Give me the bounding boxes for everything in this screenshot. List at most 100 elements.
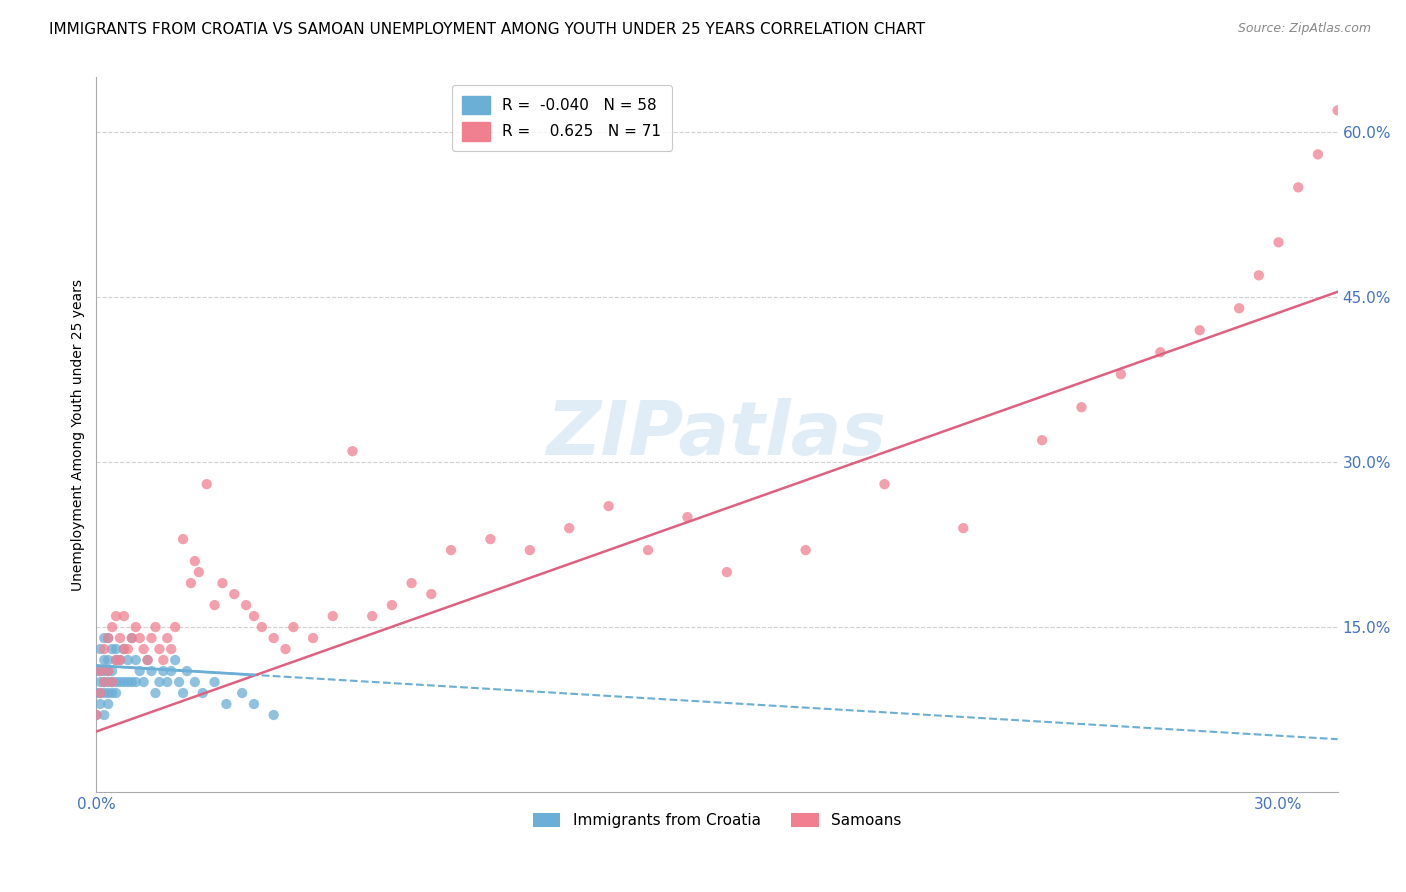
Point	[519, 543, 541, 558]
Point	[224, 587, 246, 601]
Point	[243, 697, 266, 711]
Point	[101, 675, 124, 690]
Point	[1031, 433, 1053, 447]
Point	[172, 686, 194, 700]
Point	[1070, 401, 1092, 415]
Point	[302, 631, 325, 645]
Point	[263, 631, 285, 645]
Point	[86, 664, 108, 678]
Point	[637, 543, 659, 558]
Point	[89, 664, 111, 678]
Point	[97, 653, 120, 667]
Point	[283, 620, 305, 634]
Point	[440, 543, 463, 558]
Point	[361, 609, 384, 624]
Point	[250, 620, 273, 634]
Point	[97, 631, 120, 645]
Point	[89, 664, 111, 678]
Point	[105, 675, 128, 690]
Point	[1286, 180, 1309, 194]
Point	[1109, 368, 1132, 382]
Point	[101, 620, 124, 634]
Point	[145, 620, 167, 634]
Point	[125, 653, 148, 667]
Point	[105, 653, 128, 667]
Point	[156, 631, 179, 645]
Point	[121, 631, 143, 645]
Point	[97, 631, 120, 645]
Point	[93, 675, 115, 690]
Point	[112, 609, 135, 624]
Point	[160, 664, 183, 678]
Point	[231, 686, 253, 700]
Point	[89, 686, 111, 700]
Point	[1188, 323, 1211, 337]
Point	[108, 631, 131, 645]
Point	[97, 697, 120, 711]
Point	[112, 642, 135, 657]
Point	[479, 532, 502, 546]
Point	[108, 675, 131, 690]
Point	[121, 675, 143, 690]
Point	[215, 697, 238, 711]
Point	[1306, 147, 1329, 161]
Point	[191, 686, 214, 700]
Point	[89, 697, 111, 711]
Point	[184, 554, 207, 568]
Point	[235, 598, 257, 612]
Point	[160, 642, 183, 657]
Point	[121, 631, 143, 645]
Point	[136, 653, 159, 667]
Point	[165, 653, 187, 667]
Point	[176, 664, 198, 678]
Point	[243, 609, 266, 624]
Point	[794, 543, 817, 558]
Point	[112, 642, 135, 657]
Point	[97, 664, 120, 678]
Point	[145, 686, 167, 700]
Point	[322, 609, 344, 624]
Point	[93, 653, 115, 667]
Point	[342, 444, 364, 458]
Point	[93, 708, 115, 723]
Point	[148, 642, 170, 657]
Point	[274, 642, 297, 657]
Point	[676, 510, 699, 524]
Point	[86, 708, 108, 723]
Text: Source: ZipAtlas.com: Source: ZipAtlas.com	[1237, 22, 1371, 36]
Point	[148, 675, 170, 690]
Point	[263, 708, 285, 723]
Point	[86, 686, 108, 700]
Point	[152, 653, 174, 667]
Point	[112, 675, 135, 690]
Point	[105, 653, 128, 667]
Point	[136, 653, 159, 667]
Point	[1149, 345, 1171, 359]
Point	[167, 675, 190, 690]
Point	[195, 477, 218, 491]
Point	[420, 587, 443, 601]
Point	[93, 631, 115, 645]
Point	[152, 664, 174, 678]
Text: IMMIGRANTS FROM CROATIA VS SAMOAN UNEMPLOYMENT AMONG YOUTH UNDER 25 YEARS CORREL: IMMIGRANTS FROM CROATIA VS SAMOAN UNEMPL…	[49, 22, 925, 37]
Point	[89, 675, 111, 690]
Point	[132, 675, 155, 690]
Point	[105, 686, 128, 700]
Point	[101, 675, 124, 690]
Point	[401, 576, 423, 591]
Point	[93, 642, 115, 657]
Point	[716, 565, 738, 579]
Point	[156, 675, 179, 690]
Point	[97, 675, 120, 690]
Point	[558, 521, 581, 535]
Point	[89, 642, 111, 657]
Point	[211, 576, 233, 591]
Point	[108, 653, 131, 667]
Point	[117, 653, 139, 667]
Point	[101, 642, 124, 657]
Point	[97, 686, 120, 700]
Point	[184, 675, 207, 690]
Point	[128, 631, 150, 645]
Point	[180, 576, 202, 591]
Point	[93, 675, 115, 690]
